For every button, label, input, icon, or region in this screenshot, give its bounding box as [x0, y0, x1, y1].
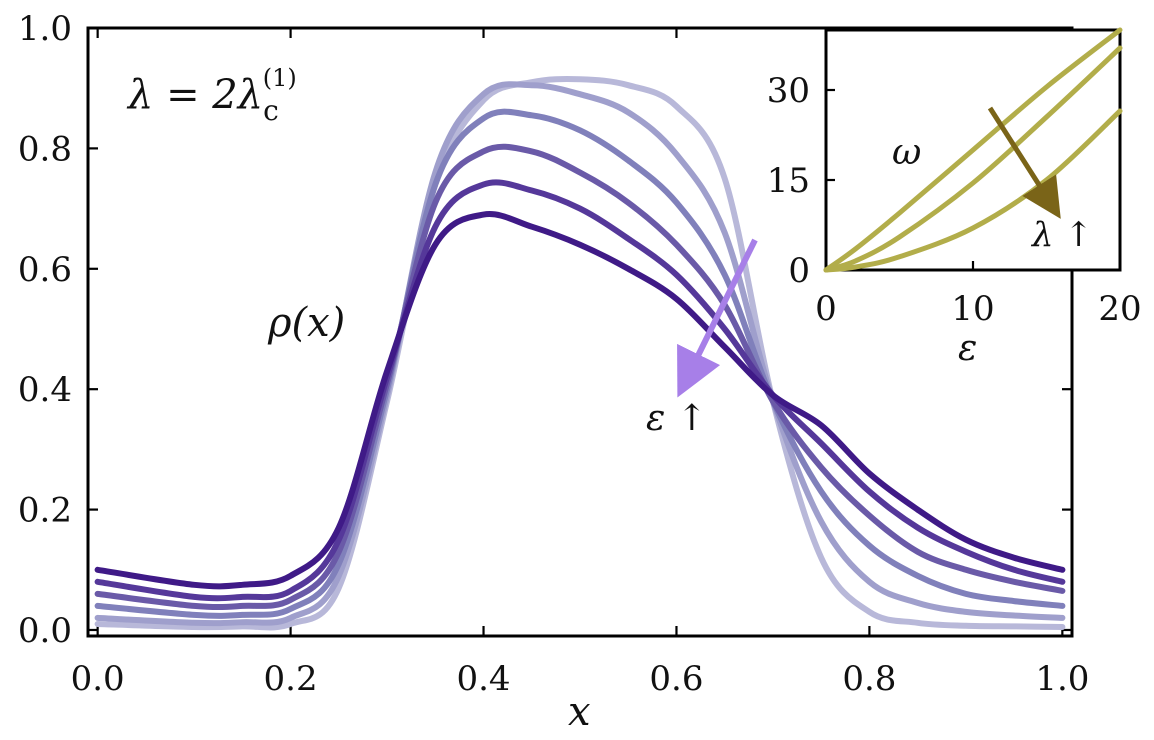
x-tick-label: 0.2 — [264, 659, 318, 699]
epsilon-arrow-label: ε ↑ — [646, 398, 707, 439]
main-ticks: 0.0 0.2 0.4 0.6 0.8 1.0 0.0 0.2 0.4 0.6 0.8 1.0 — [18, 9, 1089, 699]
inset-y-tick-label: 15 — [767, 161, 810, 201]
series-line-ε2 — [94, 81, 1066, 627]
lambda-annotation: λ = 2λc(1) — [126, 64, 297, 127]
y-tick-label: 0.0 — [18, 611, 72, 651]
inset-y-tick-label: 0 — [788, 251, 810, 291]
series-line-ε3 — [94, 108, 1066, 619]
y-tick-label: 0.4 — [18, 370, 72, 410]
x-tick-label: 1.0 — [1035, 659, 1089, 699]
y-tick-label: 0.2 — [18, 491, 72, 531]
inset-y-label: ω — [892, 132, 921, 173]
series-line-ε6 — [94, 211, 1066, 590]
x-tick-label: 0.6 — [649, 659, 703, 699]
main-plot-frame — [86, 26, 1074, 638]
y-tick-label: 1.0 — [18, 9, 72, 49]
inset-series-line-λa — [823, 27, 1123, 273]
series-line-ε4 — [94, 143, 1066, 611]
inset-series-group — [823, 27, 1123, 273]
main-series-group — [94, 75, 1066, 631]
inset-x-tick-label: 0 — [815, 289, 837, 329]
series-line-ε5 — [94, 179, 1066, 602]
y-tick-label: 0.6 — [18, 250, 72, 290]
y-tick-label: 0.8 — [18, 129, 72, 169]
inset-ticks: 0 10 20 0 15 30 — [767, 71, 1142, 329]
main-y-label: ρ(x) — [267, 300, 345, 346]
epsilon-arrow — [677, 238, 758, 398]
lambda-arrow — [987, 106, 1061, 219]
x-tick-label: 0.8 — [842, 659, 896, 699]
inset-y-tick-label: 30 — [767, 71, 810, 111]
inset-series-line-λb — [823, 45, 1123, 273]
inset-x-label: ε — [958, 328, 977, 369]
series-line-ε1 — [94, 75, 1066, 631]
inset-x-tick-label: 20 — [1098, 289, 1141, 329]
x-tick-label: 0.0 — [71, 659, 125, 699]
main-x-label: x — [568, 689, 591, 735]
inset-x-tick-label: 10 — [951, 289, 994, 329]
x-tick-label: 0.4 — [456, 659, 510, 699]
inset-series-line-λc — [823, 108, 1123, 273]
lambda-arrow-label: λ ↑ — [1030, 215, 1093, 255]
